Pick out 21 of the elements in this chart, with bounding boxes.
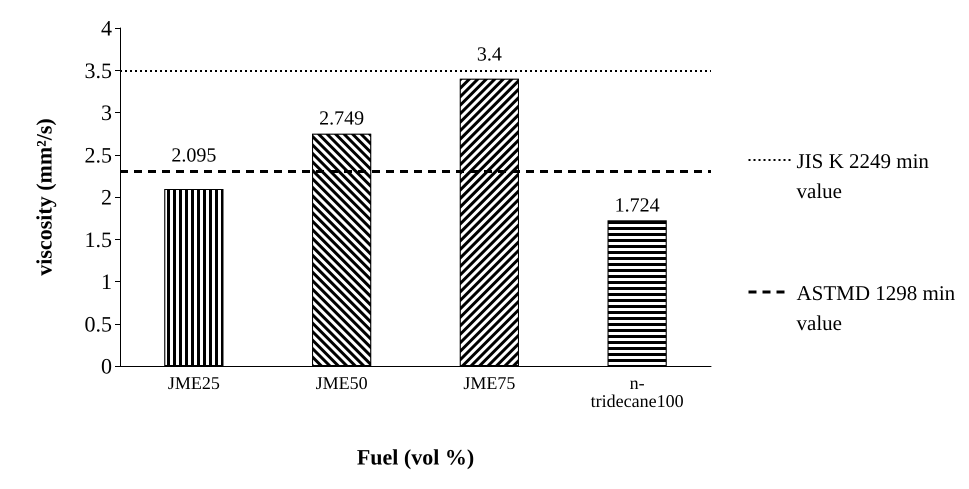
x-tick-label: n-tridecane100: [590, 373, 684, 411]
x-tick-label: JME75: [463, 373, 516, 393]
x-tick-label: JME25: [168, 373, 220, 393]
y-tick-label: 2.5: [84, 142, 112, 168]
y-tick-label: 0.5: [84, 311, 112, 336]
x-tick-label: JME50: [316, 373, 368, 393]
y-tick-label: 3.5: [84, 58, 112, 83]
y-axis-title: viscosity (mm²/s): [32, 118, 56, 276]
y-tick-label: 0: [101, 354, 112, 378]
y-tick-label: 2: [101, 184, 112, 210]
legend-label: JIS K 2249 min value: [796, 149, 934, 203]
legend-label: ASTMD 1298 min value: [796, 281, 960, 335]
x-axis-title: Fuel (vol %): [356, 444, 474, 470]
y-tick-label: 1: [101, 269, 112, 294]
data-label: 1.724: [614, 194, 660, 216]
y-tick-label: 4: [101, 16, 112, 40]
data-label: 2.095: [171, 144, 216, 167]
y-tick-label: 3: [101, 100, 112, 125]
data-label: 3.4: [476, 43, 502, 66]
y-tick-label: 1.5: [84, 226, 112, 252]
data-label: 2.749: [319, 108, 364, 130]
